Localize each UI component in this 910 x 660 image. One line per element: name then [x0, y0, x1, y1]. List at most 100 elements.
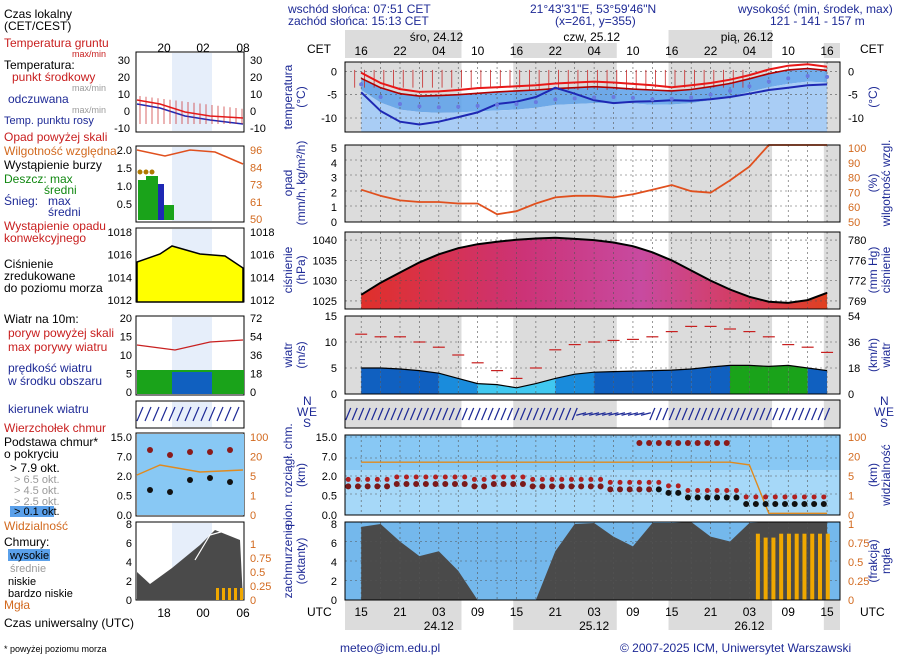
- mini-tick: 1016: [108, 250, 132, 262]
- axis-tick-label: -5: [327, 90, 337, 102]
- mini-tick: 1016: [250, 250, 274, 262]
- wind-arrow: [493, 407, 501, 421]
- mini-fog-bar: [222, 588, 225, 600]
- cloud-top-dot: [666, 483, 672, 489]
- wind-speed-area: [535, 378, 556, 394]
- cloud-top-dot-high: [704, 440, 711, 446]
- wind-arrow: [655, 407, 662, 421]
- legend-low: niskie: [8, 576, 36, 588]
- sunrise-text: wschód słońca: 07:51 CET: [287, 2, 431, 16]
- axis-tick-label: -10: [848, 113, 864, 125]
- cloud-top-dot: [782, 494, 788, 500]
- legend-maxmin1: max/min: [72, 83, 106, 93]
- axis-tick-label: -5: [848, 90, 858, 102]
- mini-tick: 30: [118, 55, 130, 67]
- cloud-base-dot: [655, 486, 662, 493]
- wind-arrow: [817, 407, 824, 421]
- cloud-base-dot: [364, 483, 371, 490]
- day-label-top: śro, 24.12: [410, 30, 464, 44]
- hour-label-bottom: 03: [743, 605, 757, 619]
- hour-label-bottom: 21: [549, 605, 563, 619]
- wind-arrow: [442, 407, 449, 421]
- utc-label-right: UTC: [860, 605, 885, 619]
- wind-arrow: [614, 412, 626, 416]
- axis-tick-label: 0: [331, 217, 337, 229]
- hour-label-top: 10: [626, 44, 640, 58]
- hour-label-bottom: 09: [471, 605, 485, 619]
- wind-kmh-title: wiatr: [879, 342, 893, 368]
- legend-pressure2: zredukowane: [4, 269, 76, 283]
- panel-frame: [344, 61, 841, 133]
- wind-arrow: [627, 412, 639, 416]
- mini-tick: 1012: [108, 295, 132, 307]
- legend-local-time-sub: (CET/CEST): [4, 19, 71, 33]
- mini-tick: 1.0: [117, 181, 132, 193]
- mini-cloud-top: [187, 449, 193, 455]
- elevation-title: wysokość (min, środek, max): [737, 2, 893, 16]
- wind-arrow: [759, 407, 766, 421]
- elevation-values: 121 - 141 - 157 m: [770, 14, 865, 28]
- mini-cloud-base: [187, 477, 193, 483]
- axis-tick-label: 1: [848, 491, 854, 503]
- cloud-base-dot: [510, 480, 517, 487]
- mini-cover-area: [137, 530, 243, 600]
- mini-tick: 0: [250, 106, 256, 118]
- cloud-top-dot: [374, 476, 380, 482]
- fog-bar: [755, 533, 760, 600]
- cloud-top-dot: [394, 474, 400, 480]
- legend-okt65: > 6.5 okt.: [14, 474, 60, 486]
- night-band: [668, 43, 773, 58]
- fog-bar: [771, 537, 776, 600]
- wind-arrow: [804, 407, 811, 421]
- cloud-base-dot: [403, 480, 410, 487]
- hour-label-top: 22: [393, 44, 407, 58]
- cloud-base-dot: [607, 486, 614, 493]
- axis-tick-label: 0.75: [848, 538, 869, 550]
- temp-axis-title: temperatura: [281, 64, 295, 129]
- mini-wind-arrow: [216, 406, 224, 422]
- hour-label-bottom: 15: [354, 605, 368, 619]
- legend-high-bg: [8, 549, 50, 561]
- cloud-base-dot: [782, 500, 788, 507]
- axis-tick-label: 0.0: [322, 510, 337, 522]
- mini-hour-top: 02: [196, 41, 210, 55]
- pressure-axis-unit: (hPa): [294, 255, 308, 284]
- day-label-top: pią, 26.12: [721, 30, 774, 44]
- mini-tick: 30: [250, 55, 262, 67]
- legend-visibility: Widzialność: [4, 519, 68, 533]
- mini-tick: 0.5: [250, 567, 265, 579]
- wind-speed-area: [594, 371, 614, 394]
- hour-label-bottom: 03: [432, 605, 446, 619]
- legend-maxmin2: max/min: [72, 105, 106, 115]
- mini-cloud-bg: [137, 434, 244, 515]
- legend-wind-speed: prędkość wiatru: [8, 361, 92, 375]
- axis-tick-label: 7.0: [322, 452, 337, 464]
- mini-wind-arrow: [192, 406, 200, 422]
- visibility-axis-title: widzialność: [879, 444, 893, 506]
- cloud-top-dot: [568, 476, 574, 482]
- legend-cloud-base2: o pokryciu: [4, 447, 59, 461]
- legend-temperature: Temperatura:: [4, 58, 75, 72]
- wind-arrow: [681, 407, 688, 421]
- dewpoint-dot: [359, 82, 364, 87]
- mini-tick: 72: [250, 313, 262, 325]
- mini-tick: 8: [126, 519, 132, 531]
- wind-arrow: [662, 407, 669, 421]
- hour-label-top: 16: [354, 44, 368, 58]
- cloud-top-dot: [763, 494, 769, 500]
- night-band: [823, 600, 840, 630]
- axis-tick-label: 772: [848, 276, 866, 288]
- cloud-base-dot: [568, 483, 575, 490]
- wind-arrow: [765, 407, 772, 421]
- mini-hour-bottom: 18: [157, 606, 171, 620]
- mini-tick: 36: [250, 350, 262, 362]
- night-band: [668, 600, 773, 630]
- cloud-top-dot: [452, 474, 458, 480]
- panel-frame: [344, 399, 841, 429]
- cloud-base-dot: [558, 483, 565, 490]
- mini-hour-top: 08: [236, 41, 250, 55]
- wind-speed-area: [438, 373, 459, 394]
- fog-axis-title: mgła: [879, 548, 893, 574]
- footer-email[interactable]: meteo@icm.edu.pl: [340, 641, 440, 655]
- cloud-base-dot: [646, 486, 653, 493]
